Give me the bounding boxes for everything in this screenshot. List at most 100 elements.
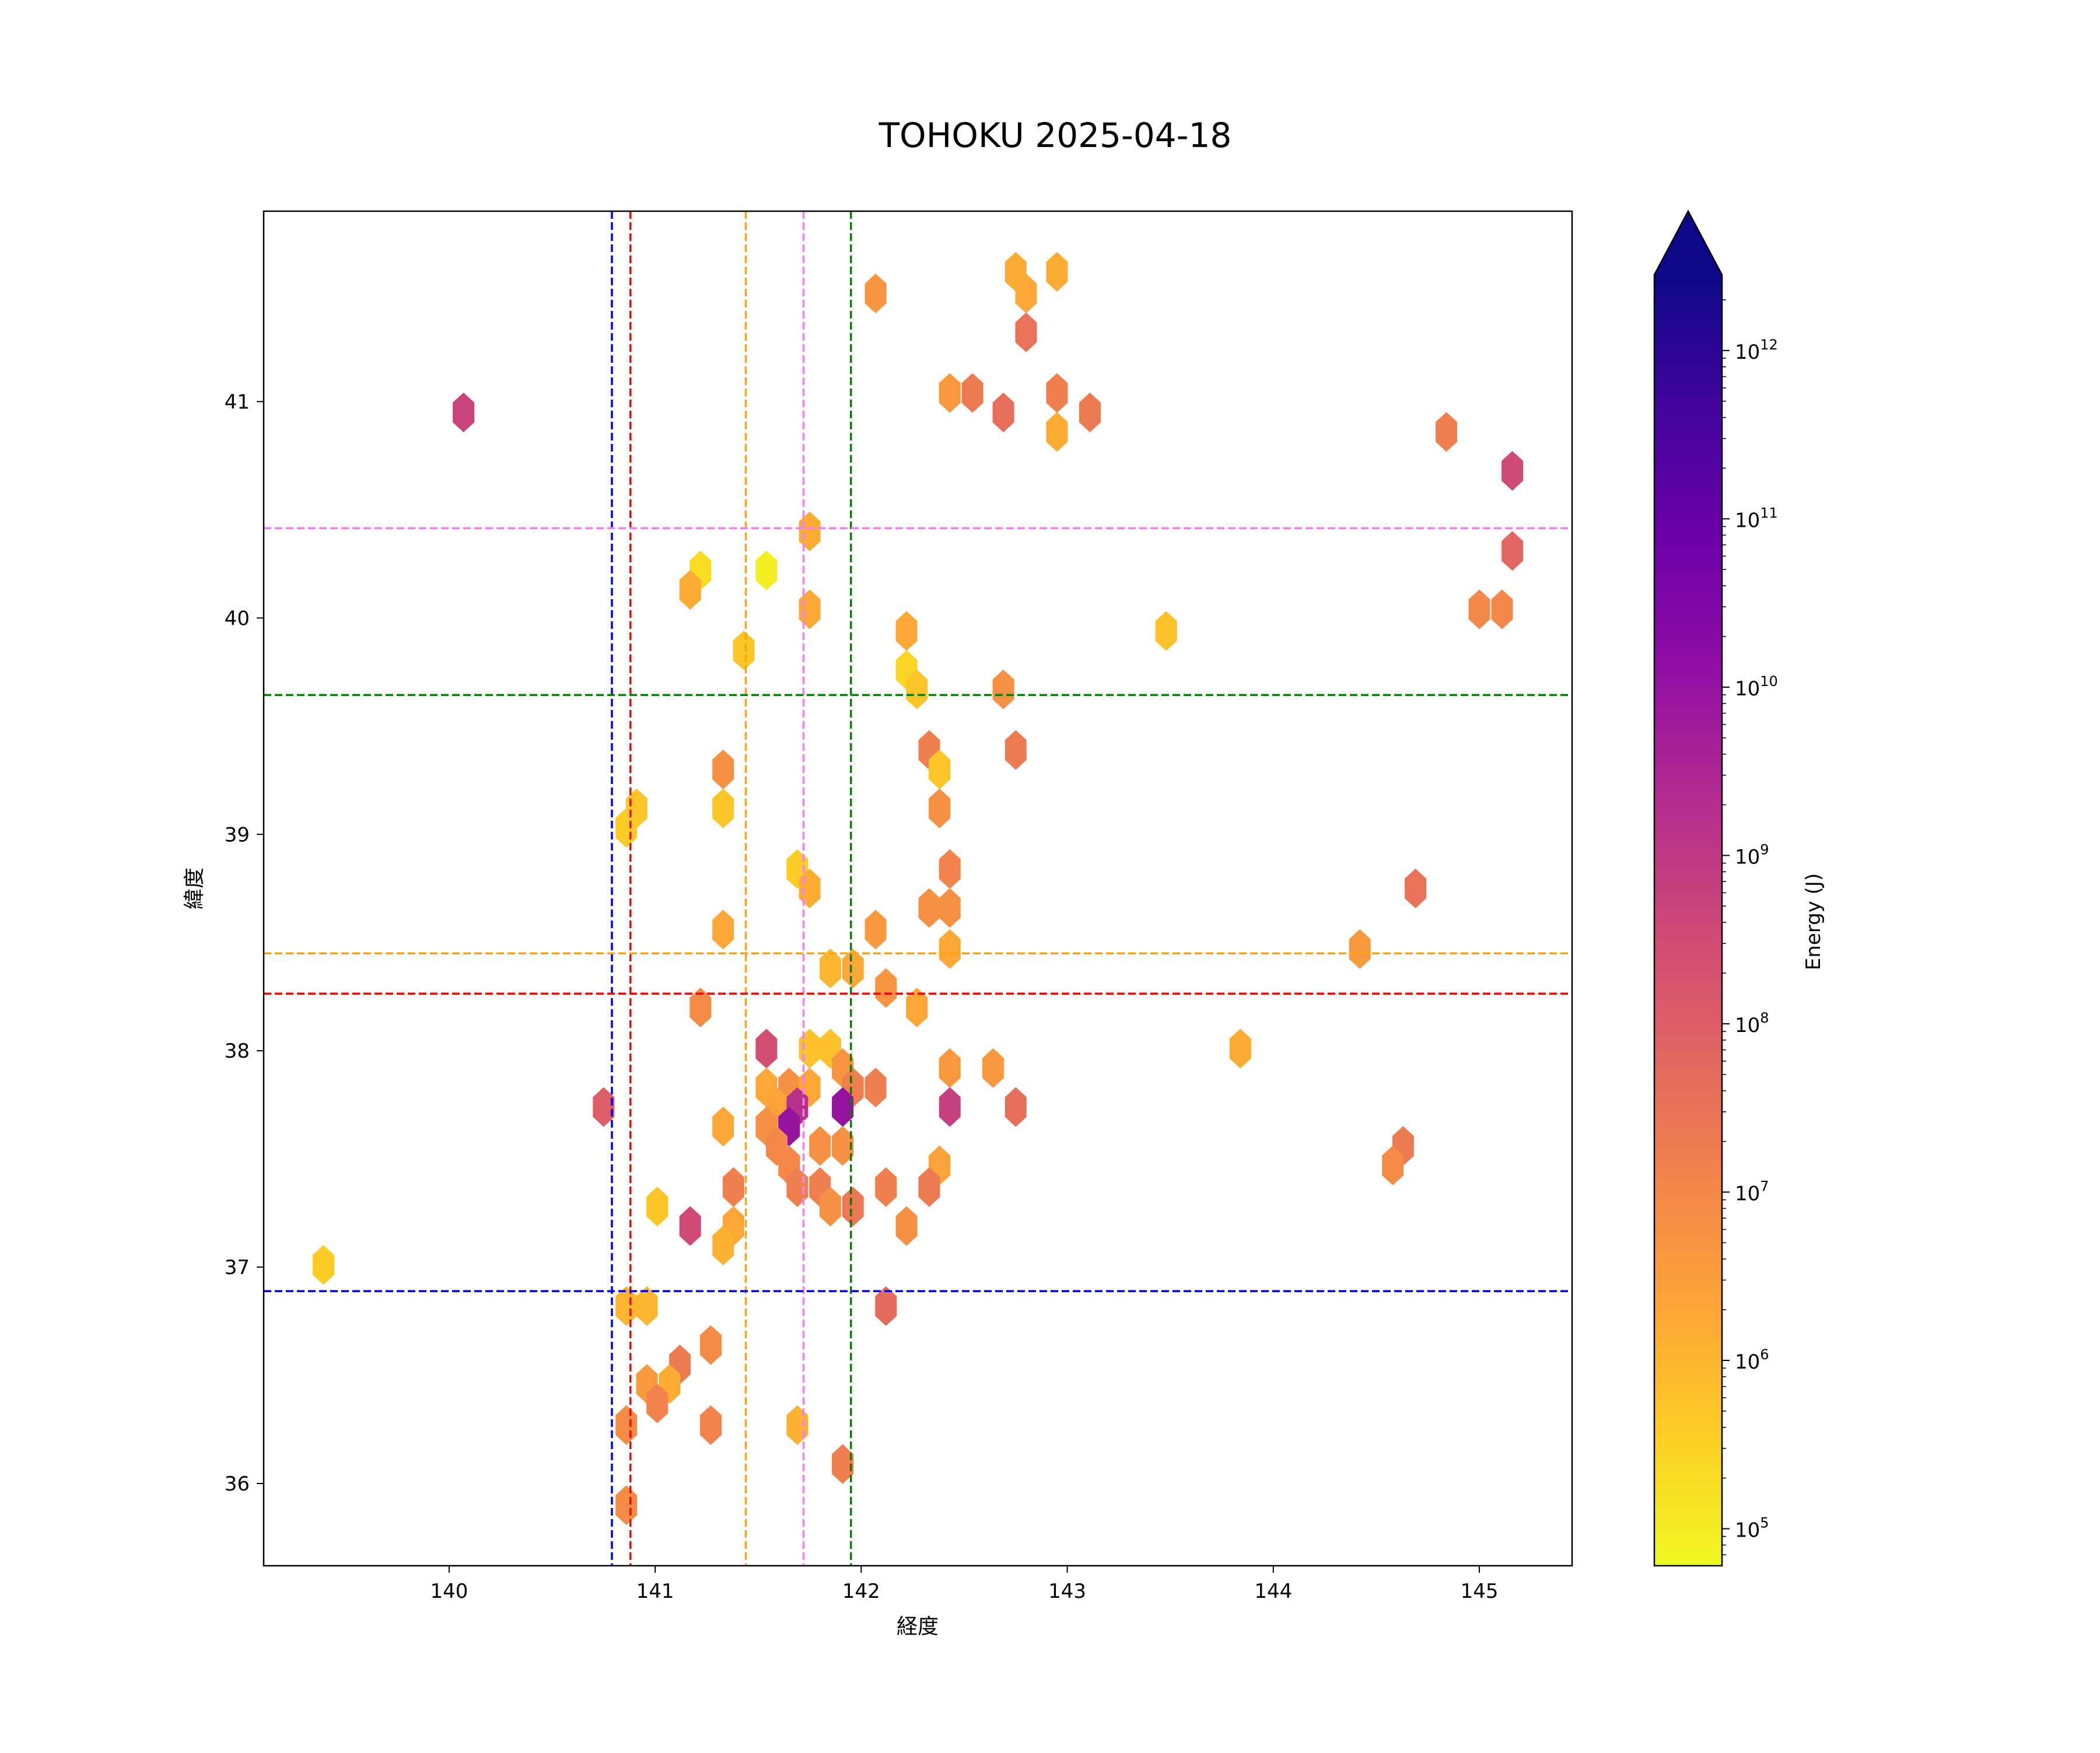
colorbar-segment xyxy=(1654,662,1722,669)
colorbar-segment xyxy=(1654,571,1722,579)
colorbar-segment xyxy=(1654,1062,1722,1069)
colorbar-segment xyxy=(1654,1475,1722,1482)
colorbar-segment xyxy=(1654,790,1722,798)
colorbar-segment xyxy=(1654,597,1722,604)
colorbar-segment xyxy=(1654,1010,1722,1017)
hexbin-cell xyxy=(961,373,984,413)
colorbar-segment xyxy=(1654,1152,1722,1160)
colorbar-segment xyxy=(1654,649,1722,656)
colorbar-segment xyxy=(1654,1023,1722,1031)
colorbar-segment xyxy=(1654,358,1722,366)
hexbin-cell xyxy=(939,929,961,969)
colorbar-segment xyxy=(1654,655,1722,663)
hexbin-cell xyxy=(939,373,961,413)
hexbin-cell xyxy=(1229,1028,1251,1069)
colorbar-segment xyxy=(1654,836,1722,844)
colorbar-tick-label: 1011 xyxy=(1735,505,1778,532)
colorbar-segment xyxy=(1654,1139,1722,1147)
colorbar-segment xyxy=(1654,1513,1722,1521)
hexbin-cell xyxy=(799,511,821,551)
colorbar-segment xyxy=(1654,1391,1722,1398)
colorbar-segment xyxy=(1654,365,1722,372)
colorbar-segment xyxy=(1654,1275,1722,1282)
colorbar-segment xyxy=(1654,1165,1722,1173)
hexbin-cell xyxy=(1005,730,1027,770)
colorbar-segment xyxy=(1654,513,1722,520)
colorbar-segment xyxy=(1654,1546,1722,1553)
colorbar-segment xyxy=(1654,519,1722,527)
colorbar-segment xyxy=(1654,1171,1722,1179)
colorbar-segment xyxy=(1654,578,1722,585)
colorbar-segment xyxy=(1654,565,1722,572)
colorbar-segment xyxy=(1654,506,1722,514)
colorbar-segment xyxy=(1654,422,1722,431)
colorbar-segment xyxy=(1654,862,1722,869)
colorbar-segment xyxy=(1654,971,1722,979)
colorbar-segment xyxy=(1654,449,1722,456)
colorbar-segment xyxy=(1654,900,1722,908)
plot-area: 140 141 142 143 144 145 36 37 38 39 40 41 xyxy=(225,210,1573,1603)
colorbar-segment xyxy=(1654,1036,1722,1044)
hexbin-cell xyxy=(646,1187,668,1227)
colorbar-segment xyxy=(1654,468,1722,475)
colorbar-segment xyxy=(1654,939,1722,947)
colorbar-segment xyxy=(1654,410,1722,417)
colorbar-segment xyxy=(1654,1481,1722,1489)
hexbin-cell xyxy=(939,1048,961,1088)
colorbar-segment xyxy=(1654,958,1722,966)
colorbar-segment xyxy=(1654,1081,1722,1089)
hexbin-cell xyxy=(1436,412,1458,452)
hexbin-cell xyxy=(799,589,821,629)
x-tick-label: 145 xyxy=(1461,1580,1499,1603)
hexbin-cell xyxy=(722,1167,744,1207)
colorbar-segment xyxy=(1654,991,1722,998)
colorbar-segment xyxy=(1654,681,1722,688)
hexbin-cell xyxy=(992,669,1014,709)
colorbar-segment xyxy=(1654,1094,1722,1101)
hexbin-cell xyxy=(929,788,951,828)
x-tick-label: 144 xyxy=(1254,1580,1292,1603)
colorbar-segment xyxy=(1654,752,1722,760)
colorbar-segment xyxy=(1654,1042,1722,1050)
colorbar-segment xyxy=(1654,397,1722,404)
colorbar-segment xyxy=(1654,1346,1722,1353)
colorbar-segment xyxy=(1654,539,1722,547)
colorbar-segment xyxy=(1654,1281,1722,1289)
colorbar-segment xyxy=(1654,1287,1722,1295)
hexbin-cell xyxy=(700,1405,722,1445)
colorbar-segment xyxy=(1654,894,1722,901)
colorbar-segment xyxy=(1654,1120,1722,1128)
colorbar-segment xyxy=(1654,1423,1722,1431)
hexbin-cell xyxy=(453,392,475,432)
colorbar-segment xyxy=(1654,1430,1722,1437)
hexbin-cell xyxy=(615,1405,638,1445)
hexbin-cell xyxy=(895,1206,918,1246)
colorbar-segment xyxy=(1654,281,1722,288)
colorbar-segment xyxy=(1654,874,1722,882)
hexbin-cell xyxy=(799,1028,821,1069)
hexbin-cell xyxy=(615,1485,638,1525)
colorbar-segment xyxy=(1654,1126,1722,1134)
colorbar-segment xyxy=(1654,442,1722,450)
colorbar-segment xyxy=(1654,390,1722,398)
colorbar-segment xyxy=(1654,907,1722,914)
colorbar-segment xyxy=(1654,300,1722,307)
colorbar-segment xyxy=(1654,352,1722,359)
colorbar-segment xyxy=(1654,1378,1722,1385)
hexbin-cell xyxy=(1046,373,1068,413)
hexbin-cell xyxy=(864,1068,887,1108)
colorbar-segment xyxy=(1654,526,1722,534)
colorbar-segment xyxy=(1654,333,1722,340)
colorbar-segment xyxy=(1654,1539,1722,1547)
axes-frame xyxy=(262,210,1573,1567)
hexbin-cell xyxy=(733,630,755,670)
colorbar-segment xyxy=(1654,1488,1722,1495)
colorbar-segment xyxy=(1654,416,1722,424)
colorbar-segment xyxy=(1654,1055,1722,1063)
hexbin-cell xyxy=(1005,1087,1027,1127)
colorbar-outline xyxy=(1653,209,1723,1567)
colorbar-segment xyxy=(1654,1327,1722,1334)
colorbar-segment xyxy=(1654,1500,1722,1508)
colorbar-segment xyxy=(1654,1159,1722,1166)
